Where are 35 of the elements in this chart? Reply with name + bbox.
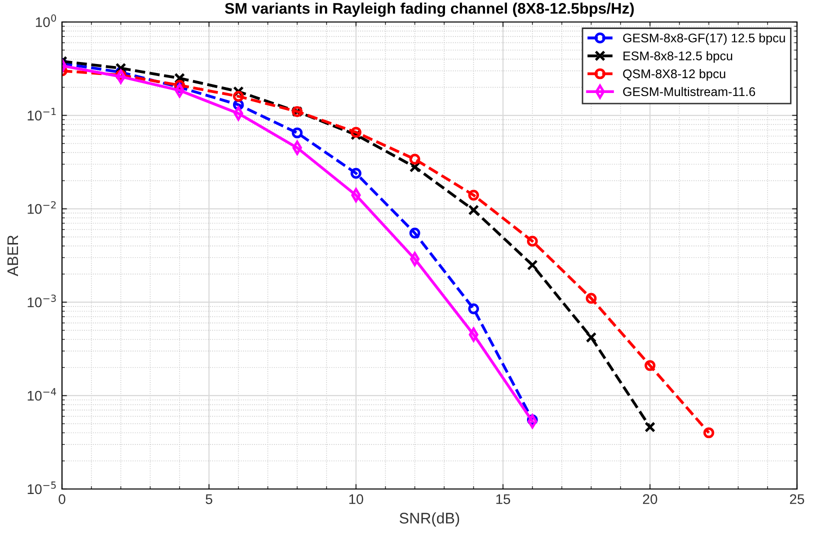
point	[468, 303, 480, 314]
y-tick-label: 10$^{−4}$	[28, 388, 56, 401]
point	[350, 168, 362, 179]
y-tick-label: 10$^{−5}$	[28, 482, 56, 494]
legend-label: ESM-8x8-12.5 bpcu	[624, 51, 732, 63]
point	[468, 204, 480, 216]
point	[586, 332, 597, 343]
point	[586, 292, 597, 304]
x-axis-title: SNR(dB)	[400, 512, 460, 527]
x-tick-label: 20	[642, 494, 658, 504]
y-tick-label: 10$^{−1}$	[28, 108, 56, 120]
point	[292, 127, 303, 138]
point	[644, 360, 656, 371]
legend-label: GESM-8x8-GF(17) 12.5 bpcu	[623, 33, 785, 45]
point	[409, 228, 420, 238]
x-tick-label: 25	[790, 494, 804, 504]
y-tick-label: 10$^{−3}$	[28, 294, 56, 308]
x-tick-label: 0	[58, 494, 66, 504]
point	[644, 422, 656, 433]
x-tick-label: 15	[496, 494, 510, 504]
x-tick-label: 5	[206, 494, 212, 504]
point	[350, 126, 362, 138]
legend-label: GESM-Multistream-11.6	[623, 86, 756, 96]
point	[526, 236, 538, 247]
y-tick-label: 10$^{0}$	[36, 14, 56, 28]
x-tick-label: 10	[349, 494, 364, 504]
point	[468, 190, 480, 201]
legend-label: QSM-8X8-12 bpcu	[623, 69, 726, 81]
y-tick-label: 10$^{−2}$	[28, 201, 56, 214]
chart-title: SM variants in Rayleigh fading channel (8X8-12.5bps/Hz)	[224, 2, 634, 17]
point	[409, 154, 420, 165]
point	[232, 90, 244, 102]
y-axis-title: ABER	[7, 235, 18, 276]
point	[703, 427, 714, 438]
point	[526, 260, 538, 270]
